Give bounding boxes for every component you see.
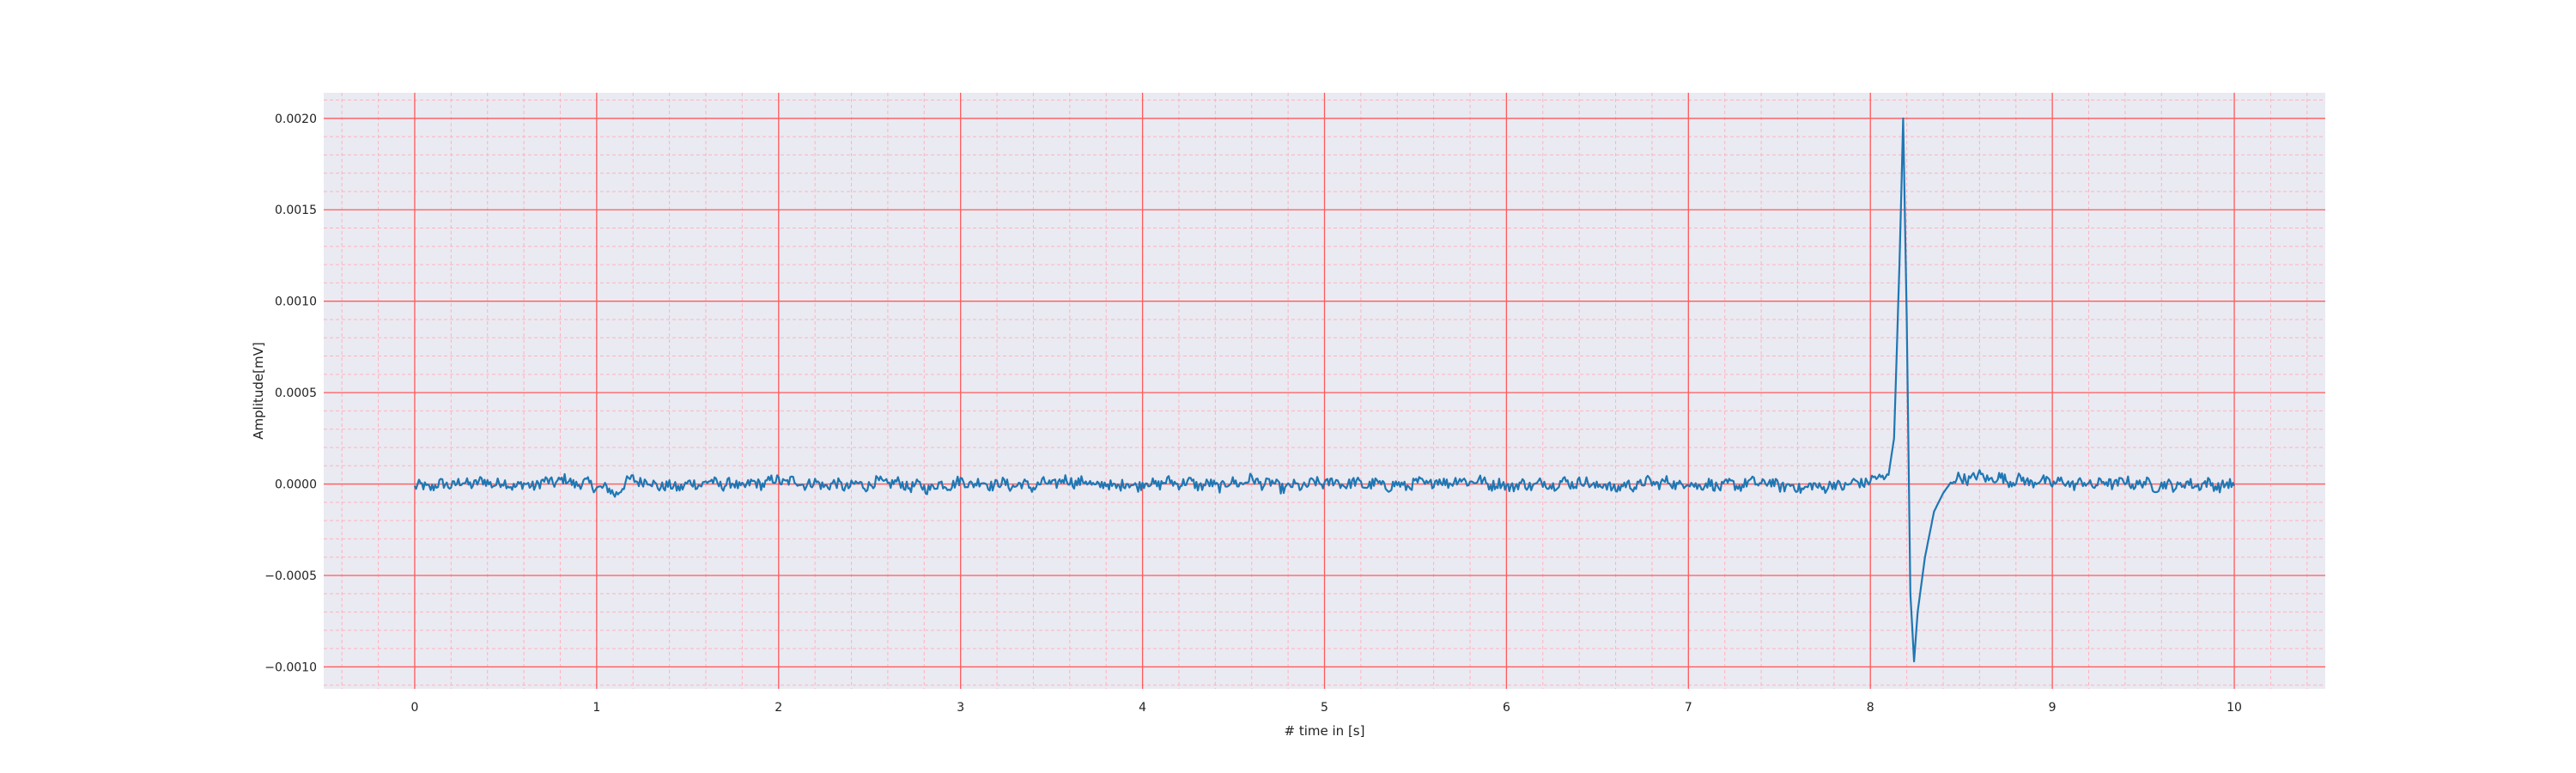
- x-tick-label: 2: [775, 701, 782, 715]
- x-tick-labels: 0 1 2 3 4 5 6 7 8 9 10: [410, 701, 2241, 715]
- x-tick-label: 4: [1139, 701, 1146, 715]
- y-tick-label: 0.0000: [275, 478, 317, 492]
- y-tick-labels: −0.0010 −0.0005 0.0000 0.0005 0.0010 0.0015 0.…: [264, 113, 317, 675]
- y-tick-label: 0.0005: [275, 386, 317, 400]
- y-tick-label: −0.0005: [264, 569, 317, 583]
- x-tick-label: 7: [1685, 701, 1692, 715]
- y-tick-label: −0.0010: [264, 660, 317, 674]
- y-tick-label: 0.0010: [275, 295, 317, 309]
- x-tick-label: 8: [1867, 701, 1874, 715]
- x-tick-label: 3: [957, 701, 964, 715]
- x-tick-label: 6: [1503, 701, 1510, 715]
- y-tick-label: 0.0015: [275, 204, 317, 217]
- ecg-series-line: [414, 117, 2236, 663]
- y-tick-label: 0.0020: [275, 113, 317, 126]
- series-layer: [414, 117, 2236, 663]
- x-tick-label: 1: [592, 701, 600, 715]
- y-axis-label: Amplitude[mV]: [251, 342, 266, 439]
- major-grid: [324, 93, 2325, 689]
- x-axis-label: # time in [s]: [1285, 723, 1365, 739]
- x-tick-label: 9: [2049, 701, 2057, 715]
- x-tick-label: 5: [1321, 701, 1328, 715]
- x-tick-label: 10: [2227, 701, 2242, 715]
- x-tick-label: 0: [410, 701, 418, 715]
